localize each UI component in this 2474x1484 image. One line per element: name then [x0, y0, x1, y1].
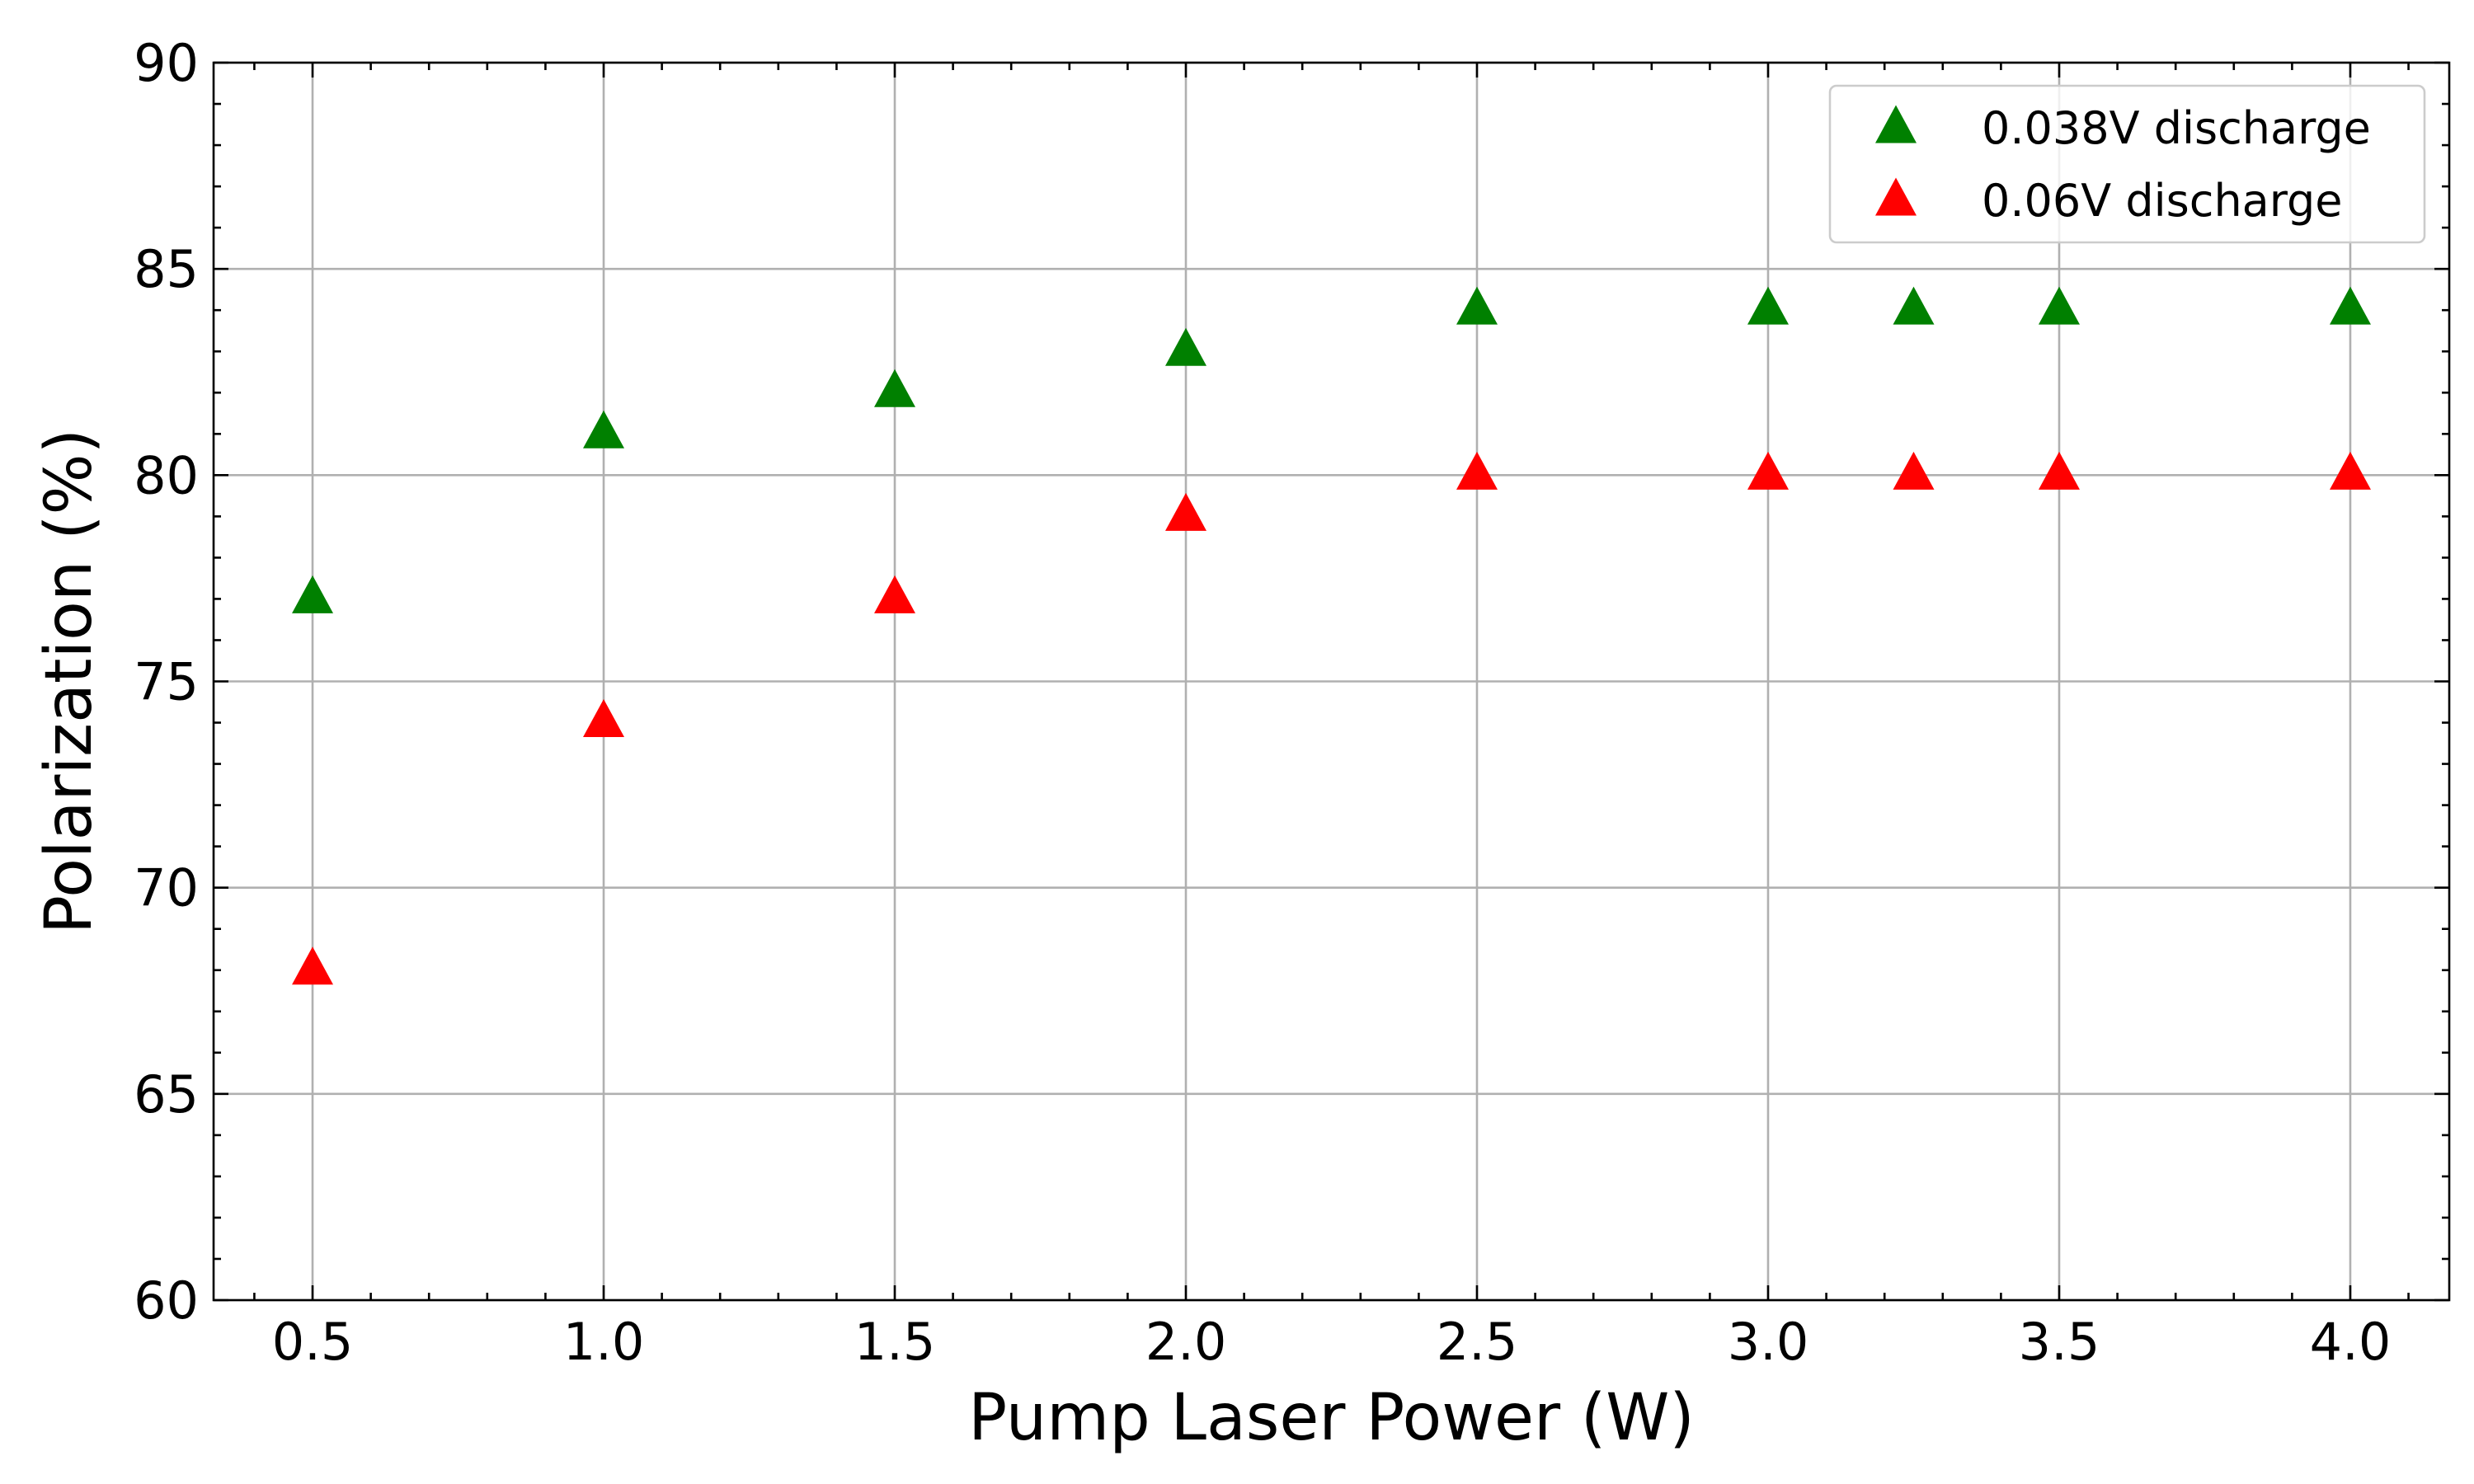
legend-label-series-1: 0.038V discharge — [1982, 102, 2371, 154]
data-point-series-2: 0.06V discharge: (0.5, 68) — [292, 946, 334, 985]
data-point-series-1: 0.038V discharge: (3.5, 84) — [2038, 286, 2080, 325]
data-point-series-1: 0.038V discharge: (0.5, 77) — [292, 575, 334, 613]
x-tick-label: 2.5 — [1437, 1312, 1518, 1372]
x-tick-label: 3.5 — [2019, 1312, 2100, 1372]
legend-box — [1828, 84, 2426, 244]
y-tick-label: 80 — [134, 445, 199, 505]
x-tick-label: 4.0 — [2310, 1312, 2392, 1372]
y-tick-label: 90 — [134, 33, 199, 93]
y-tick-label: 75 — [134, 652, 199, 712]
y-tick-label: 60 — [134, 1270, 199, 1331]
legend-label-series-2: 0.06V discharge — [1982, 175, 2343, 227]
data-point-series-1: 0.038V discharge: (2, 83) — [1165, 327, 1207, 366]
data-point-series-2: 0.06V discharge: (2.5, 80) — [1456, 451, 1498, 490]
data-markers: 0.038V discharge: (0.5, 77) 0.038V discha… — [292, 286, 2371, 985]
data-point-series-1: 0.038V discharge: (2.5, 84) — [1456, 286, 1498, 325]
data-point-series-2: 0.06V discharge: (3, 80) — [1747, 451, 1789, 490]
legend: 0.038V discharge 0.06V discharge — [1828, 84, 2426, 244]
y-tick-labels: 60 65 70 75 80 85 90 — [134, 33, 199, 1331]
y-tick-label: 70 — [134, 858, 199, 918]
data-point-series-2: 0.06V discharge: (3.25, 80) — [1893, 451, 1935, 490]
data-point-series-1: 0.038V discharge: (4, 84) — [2329, 286, 2371, 325]
x-axis-label: Pump Laser Power (W) — [968, 1381, 1695, 1455]
grid-lines — [214, 61, 2449, 1302]
x-tick-labels: 0.5 1.0 1.5 2.0 2.5 3.0 3.5 4.0 — [272, 1312, 2392, 1372]
x-tick-label: 2.0 — [1145, 1312, 1227, 1372]
legend-marker-series-1 — [1875, 105, 1917, 143]
data-point-series-1: 0.038V discharge: (1, 81) — [583, 410, 625, 448]
x-tick-label: 0.5 — [272, 1312, 354, 1372]
axis-ticks — [214, 61, 2449, 1302]
legend-marker-series-2 — [1875, 177, 1917, 216]
data-point-series-2: 0.06V discharge: (2, 79) — [1165, 492, 1207, 531]
y-tick-label: 85 — [134, 239, 199, 299]
y-tick-label: 65 — [134, 1064, 199, 1125]
plot-frame — [212, 61, 2451, 1302]
data-point-series-1: 0.038V discharge: (1.5, 82) — [874, 369, 916, 407]
data-point-series-2: 0.06V discharge: (1.5, 77) — [874, 575, 916, 613]
data-point-series-2: 0.06V discharge: (4, 80) — [2329, 451, 2371, 490]
y-axis-label: Polarization (%) — [32, 429, 106, 934]
data-point-series-1: 0.038V discharge: (3.25, 84) — [1893, 286, 1935, 325]
data-point-series-1: 0.038V discharge: (3, 84) — [1747, 286, 1789, 325]
data-point-series-2: 0.06V discharge: (3.5, 80) — [2038, 451, 2080, 490]
data-point-series-2: 0.06V discharge: (1, 74) — [583, 699, 625, 738]
x-tick-label: 3.0 — [1728, 1312, 1809, 1372]
x-tick-label: 1.0 — [563, 1312, 645, 1372]
x-tick-label: 1.5 — [854, 1312, 936, 1372]
